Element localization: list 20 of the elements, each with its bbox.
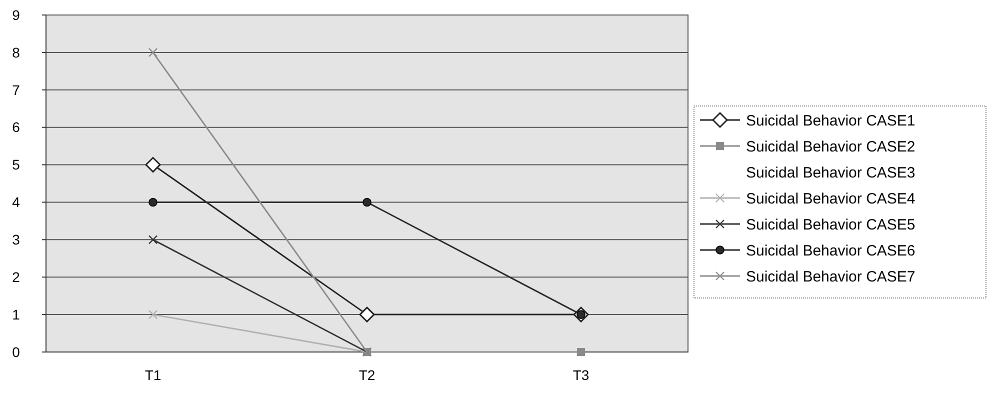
x-tick-label: T3 [572, 367, 590, 383]
x-tick-label: T1 [144, 367, 162, 383]
y-tick-label: 2 [12, 269, 20, 286]
y-tick-label: 9 [12, 6, 20, 23]
legend-label: Suicidal Behavior CASE1 [746, 112, 916, 130]
text: Suicidal Behavior CASE3 [746, 164, 916, 182]
y-tick-label: 0 [12, 344, 20, 360]
legend-label: Suicidal Behavior CASE7 [746, 268, 916, 286]
y-tick-label: 7 [12, 82, 20, 98]
legend-label: Suicidal Behavior CASE5 [746, 216, 916, 234]
legend-label: Suicidal Behavior CASE2 [746, 138, 916, 156]
legend-label: Suicidal Behavior CASE6 [746, 242, 916, 260]
y-tick-label: 4 [12, 194, 20, 210]
legend-label: Suicidal Behavior CASE4 [746, 190, 916, 208]
x-tick-label: T2 [358, 367, 376, 383]
y-tick-label: 8 [12, 44, 20, 60]
y-tick-label: 5 [12, 156, 20, 173]
y-tick-label: 1 [12, 306, 20, 322]
y-tick-label: 6 [12, 119, 20, 136]
y-tick-label: 3 [12, 232, 20, 248]
